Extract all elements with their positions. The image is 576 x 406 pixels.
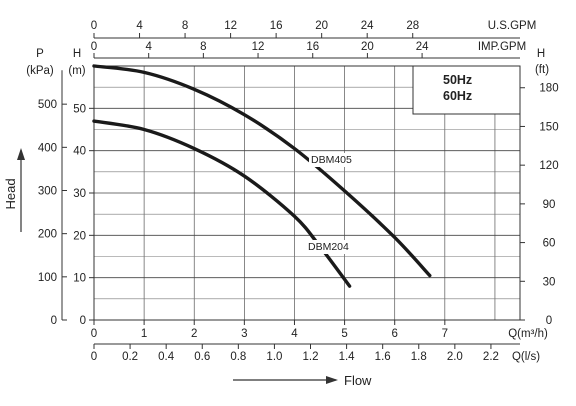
usgpm-axis-tick-label: 12 <box>224 20 237 32</box>
impgpm-axis-tick-label: 4 <box>145 41 152 53</box>
x-axis-title-flow: Flow <box>344 373 372 388</box>
q-axis-tick-label: 0 <box>91 328 97 340</box>
series-label-dbm204: DBM204 <box>308 241 349 253</box>
kpa-axis-tick-label: 300 <box>38 185 57 197</box>
impgpm-axis-tick-label: 20 <box>361 41 374 53</box>
ls-axis-tick-label: 0.6 <box>194 351 210 363</box>
ls-axis-tick-label: 1.2 <box>303 351 319 363</box>
series-label-background <box>306 240 352 254</box>
hft-axis-tick-label: 60 <box>543 238 556 250</box>
impgpm-axis-tick-label: 12 <box>252 41 265 53</box>
ls-axis-tick-label: 1.0 <box>266 351 282 363</box>
impgpm-axis-tick-label: 16 <box>306 41 319 53</box>
ls-axis-unit: Q(l/s) <box>512 351 540 363</box>
series-line-dbm405 <box>92 64 432 278</box>
ls-axis-tick-label: 0.8 <box>230 351 246 363</box>
impgpm-axis-tick-label: 0 <box>91 41 97 53</box>
impgpm-axis-tick-label: 24 <box>416 41 429 53</box>
ls-axis-tick-label: 0.4 <box>158 351 175 363</box>
usgpm-axis-tick-label: 8 <box>182 20 188 32</box>
hm-axis-tick-label: 10 <box>73 273 86 285</box>
chart-grid <box>93 65 521 321</box>
kpa-axis-unit: (kPa) <box>26 65 54 77</box>
hm-axis-tick-label: 30 <box>73 188 86 200</box>
kpa-axis-tick-label: 200 <box>38 229 57 241</box>
ls-axis-tick-label: 0 <box>91 351 97 363</box>
usgpm-axis-tick-label: 0 <box>91 20 97 32</box>
kpa-axis-tick-label: 500 <box>38 99 57 111</box>
usgpm-axis-unit: U.S.GPM <box>488 20 537 32</box>
ls-axis-tick-label: 0.2 <box>122 351 138 363</box>
usgpm-axis-tick-label: 4 <box>136 20 143 32</box>
usgpm-axis-tick-label: 28 <box>406 20 419 32</box>
hft-axis-tick-label: 90 <box>543 199 556 211</box>
frequency-50hz-label: 50Hz <box>443 73 472 87</box>
kpa-axis-title: P <box>36 48 44 60</box>
hm-axis-tick-label: 50 <box>73 103 86 115</box>
impgpm-axis-unit: IMP.GPM <box>478 41 526 53</box>
series-label-dbm405: DBM405 <box>311 154 352 166</box>
kpa-axis-tick-label: 0 <box>51 315 57 327</box>
hm-axis-unit: (m) <box>68 65 85 77</box>
kpa-axis-tick-label: 400 <box>38 142 57 154</box>
hft-axis-tick-label: 0 <box>546 315 552 327</box>
q-axis-tick-label: 5 <box>341 328 347 340</box>
y-axis-title-head: Head <box>3 178 18 209</box>
ls-axis-tick-label: 1.4 <box>339 351 356 363</box>
ls-axis-tick-label: 2.2 <box>483 351 499 363</box>
hm-axis-title: H <box>73 48 81 60</box>
hft-axis-unit: (ft) <box>535 64 549 76</box>
usgpm-axis-tick-label: 24 <box>361 20 374 32</box>
frequency-60hz-label: 60Hz <box>443 89 472 103</box>
q-axis-tick-label: 1 <box>141 328 147 340</box>
head-arrow <box>17 148 25 232</box>
usgpm-axis-tick-label: 20 <box>315 20 328 32</box>
q-axis-tick-label: 2 <box>191 328 197 340</box>
ls-axis-tick-label: 1.8 <box>411 351 427 363</box>
kpa-axis-tick-label: 100 <box>38 272 57 284</box>
hft-axis-title: H <box>537 48 545 60</box>
q-axis-tick-label: 3 <box>241 328 247 340</box>
ls-axis-tick-label: 1.6 <box>375 351 391 363</box>
q-axis-tick-label: 6 <box>392 328 398 340</box>
q-axis-unit: Q(m³/h) <box>508 328 548 340</box>
flow-arrow <box>233 376 338 384</box>
hft-axis-tick-label: 180 <box>539 83 558 95</box>
frequency-legend-box <box>412 65 521 115</box>
q-axis-tick-label: 4 <box>291 328 298 340</box>
series-line-dbm204 <box>92 119 352 288</box>
q-axis-tick-label: 7 <box>442 328 448 340</box>
hft-axis-tick-label: 150 <box>539 121 558 133</box>
ls-axis-tick-label: 2.0 <box>447 351 463 363</box>
hm-axis-tick-label: 20 <box>73 230 86 242</box>
chart-axes: 0 1 2 3 4 5 6 7 Q(m³/h)0 0.2 0.4 0.6 0.8 1.0 1.2 1.4 1.6… <box>26 20 558 363</box>
hft-axis-tick-label: 120 <box>539 160 558 172</box>
hm-axis-tick-label: 40 <box>73 146 86 158</box>
hm-axis-tick-label: 0 <box>80 315 86 327</box>
usgpm-axis-tick-label: 16 <box>270 20 283 32</box>
series-label-background <box>309 153 355 167</box>
hft-axis-tick-label: 30 <box>543 276 556 288</box>
impgpm-axis-tick-label: 8 <box>200 41 206 53</box>
